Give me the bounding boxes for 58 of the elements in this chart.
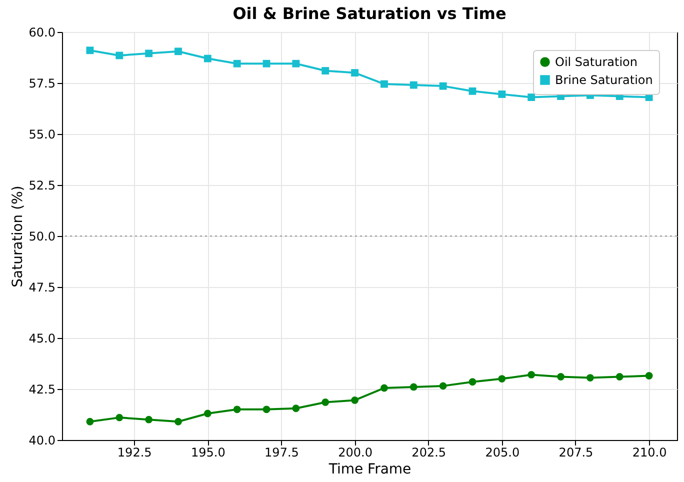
point (557, 373, 564, 380)
point (468, 87, 476, 95)
y-tick-label: 47.5 (28, 280, 56, 294)
point (528, 94, 536, 101)
point (468, 378, 476, 386)
point (616, 373, 624, 380)
legend-label: Oil Saturation (555, 55, 638, 69)
x-tick-label: 197.5 (264, 446, 299, 460)
point (233, 406, 241, 414)
point (262, 406, 270, 414)
y-tick-label: 42.5 (28, 382, 56, 396)
point (292, 404, 300, 412)
point (145, 416, 153, 424)
point (292, 60, 300, 68)
point (322, 398, 330, 406)
x-tick-label: 195.0 (190, 446, 226, 460)
point (351, 69, 358, 77)
point (116, 52, 124, 60)
y-tick-label: 50.0 (28, 230, 56, 244)
point (410, 383, 418, 391)
y-axis-title: Saturation (%) (10, 186, 26, 288)
point (86, 418, 94, 426)
point (174, 48, 182, 56)
point (586, 374, 594, 382)
x-tick-label: 205.0 (485, 446, 520, 460)
x-tick-label: 207.5 (558, 446, 594, 460)
x-tick-label: 192.5 (117, 446, 152, 460)
x-tick-label: 200.0 (338, 446, 372, 460)
point (439, 82, 447, 90)
point (528, 371, 536, 378)
point (380, 80, 388, 88)
point (322, 67, 330, 74)
point (116, 414, 124, 422)
y-tick-label: 55.0 (28, 128, 56, 142)
point (380, 384, 388, 392)
chart-title: Oil & Brine Saturation vs Time (232, 4, 506, 23)
x-tick-label: 210.0 (632, 446, 667, 460)
y-tick-label: 60.0 (28, 26, 56, 40)
y-tick-label: 52.5 (28, 178, 56, 192)
x-tick-label: 202.5 (412, 446, 446, 460)
point (498, 375, 506, 382)
point (204, 410, 212, 418)
y-tick-label: 57.5 (28, 76, 56, 90)
point (498, 90, 506, 98)
point (174, 418, 182, 426)
y-tick-label: 40.0 (28, 434, 56, 448)
y-tick-label: 45.0 (28, 332, 56, 346)
legend-label: Brine Saturation (555, 73, 653, 87)
point (233, 60, 241, 68)
point (86, 46, 94, 54)
point (410, 81, 418, 89)
point (204, 54, 212, 62)
point (645, 372, 653, 380)
point (262, 60, 270, 68)
x-axis-title: Time Frame (328, 462, 412, 478)
point (351, 396, 358, 404)
point (439, 382, 447, 390)
point (145, 50, 153, 58)
